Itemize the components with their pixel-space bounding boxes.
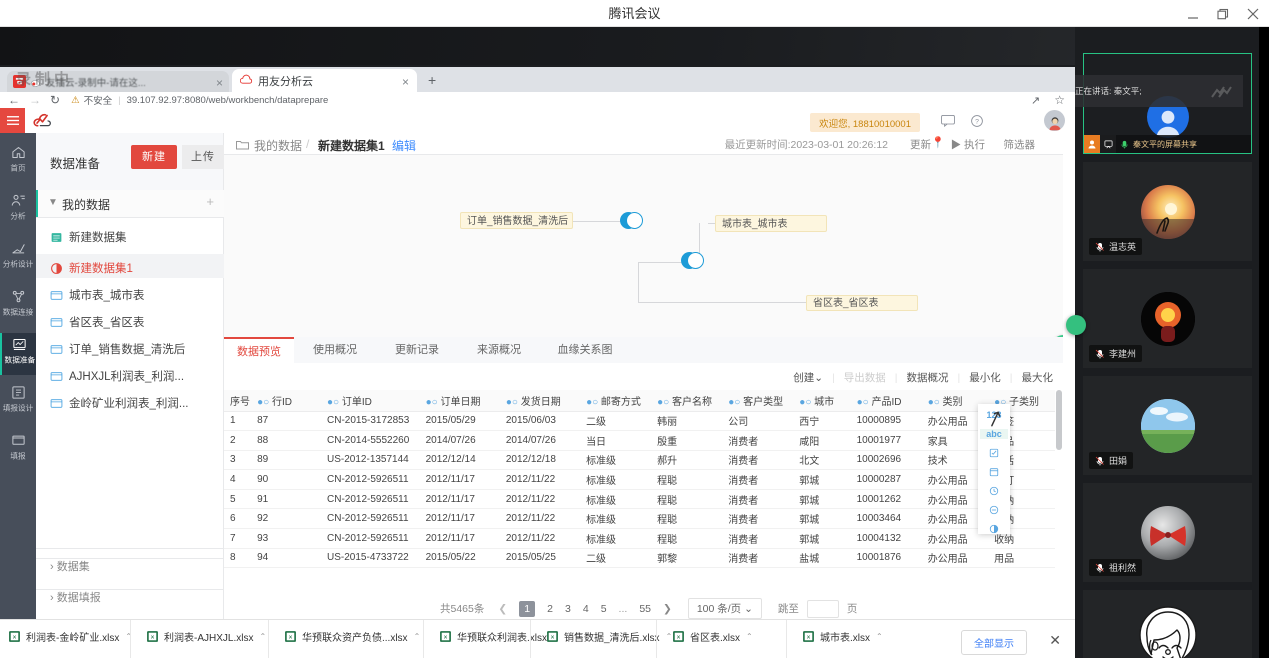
- svg-text:?: ?: [975, 119, 979, 126]
